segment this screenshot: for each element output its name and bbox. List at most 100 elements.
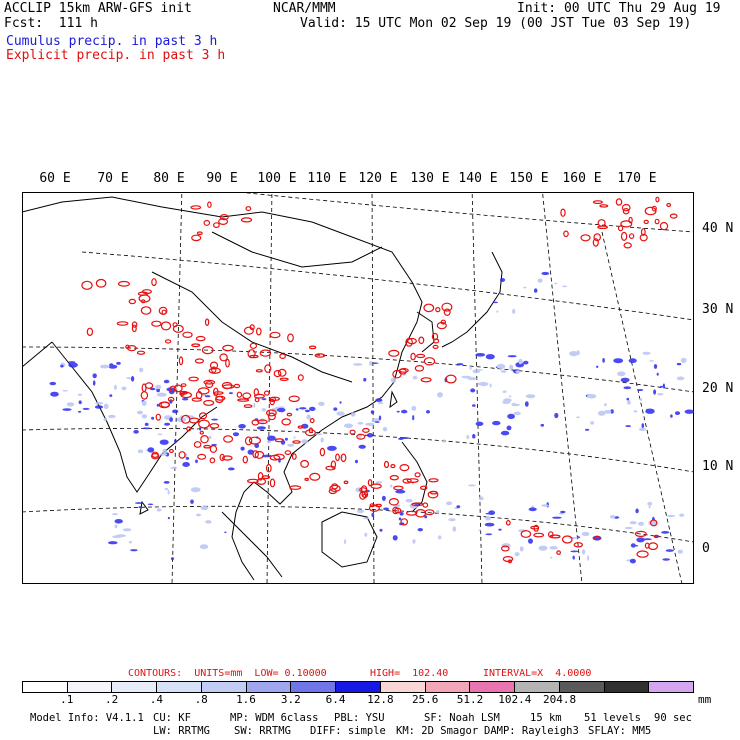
explicit-precip-cell: [335, 453, 340, 462]
explicit-precip-cell: [173, 384, 183, 393]
cumulus-precip-cell: [676, 362, 682, 366]
lon-label: 90 E: [206, 171, 238, 186]
cumulus-precip-cell: [629, 558, 636, 564]
explicit-precip-cell: [580, 234, 591, 242]
cumulus-precip-cell: [568, 537, 578, 539]
scale-unit: mm: [698, 693, 712, 706]
cumulus-precip-cell: [365, 422, 375, 426]
explicit-precip-cell: [592, 238, 599, 247]
explicit-precip-cell: [622, 208, 630, 215]
cumulus-precip-cell: [657, 393, 664, 396]
cumulus-precip-cell: [229, 392, 233, 395]
explicit-precip-cell: [406, 510, 418, 516]
lon-label: 150 E: [509, 171, 549, 186]
cumulus-precip-cell: [253, 402, 256, 408]
cumulus-precip-cell: [552, 516, 562, 519]
explicit-precip-cell: [233, 383, 241, 389]
cumulus-precip-cell: [156, 388, 161, 393]
scale-tick: .1: [60, 693, 74, 706]
lon-label: 130 E: [410, 171, 450, 186]
explicit-precip-cell: [435, 306, 441, 313]
cumulus-precip-cell: [375, 481, 383, 484]
explicit-precip-cell: [198, 419, 210, 429]
explicit-precip-cell: [269, 331, 281, 339]
lon-label: 80 E: [153, 171, 185, 186]
explicit-precip-cell: [287, 333, 294, 343]
cumulus-precip-cell: [627, 400, 631, 405]
explicit-precip-cell: [256, 327, 262, 336]
cumulus-precip-cell: [382, 427, 388, 432]
explicit-precip-cell: [500, 545, 510, 552]
cumulus-precip-cell: [514, 552, 520, 557]
cumulus-precip-cell: [174, 439, 177, 444]
model-info-item: KM: 2D Smagor: [396, 725, 479, 737]
explicit-precip-cell: [253, 393, 265, 399]
explicit-precip-cell: [209, 445, 218, 454]
cumulus-precip-cell: [344, 539, 347, 544]
explicit-precip-cell: [261, 475, 271, 480]
explicit-precip-cell: [263, 390, 270, 396]
cumulus-precip-cell: [390, 484, 393, 488]
explicit-precip-cell: [189, 417, 200, 424]
explicit-precip-cell: [168, 448, 174, 454]
cumulus-precip-cell: [134, 502, 143, 504]
cumulus-precip-cell: [139, 367, 144, 373]
lon-label: 160 E: [562, 171, 602, 186]
cumulus-precip-cell: [256, 426, 266, 430]
cumulus-precip-cell: [411, 405, 417, 411]
explicit-precip-cell: [140, 299, 146, 304]
organization: NCAR/MMM: [273, 1, 336, 16]
explicit-precip-cell: [304, 477, 310, 481]
explicit-precip-cell: [291, 453, 297, 460]
cumulus-precip-cell: [238, 424, 246, 429]
cumulus-precip-cell: [170, 466, 178, 469]
cumulus-precip-cell: [456, 363, 464, 366]
explicit-precip-cell: [274, 438, 284, 443]
explicit-precip-cell: [259, 349, 272, 357]
explicit-precip-cell: [188, 376, 199, 382]
explicit-precip-cell: [599, 204, 609, 208]
cumulus-precip-cell: [369, 361, 373, 366]
cumulus-precip-cell: [511, 402, 516, 405]
explicit-precip-cell: [200, 434, 209, 444]
scale-cell: [291, 682, 337, 692]
explicit-precip-cell: [265, 463, 272, 473]
explicit-precip-cell: [390, 464, 396, 469]
explicit-precip-cell: [414, 472, 421, 478]
explicit-precip-cell: [420, 377, 432, 383]
cumulus-precip-cell: [468, 484, 476, 487]
cumulus-precip-cell: [405, 498, 413, 503]
cumulus-precip-cell: [496, 310, 499, 313]
cumulus-precip-cell: [518, 358, 523, 365]
explicit-precip-cell: [416, 353, 426, 359]
explicit-precip-cell: [389, 475, 399, 481]
lon-label: 100 E: [257, 171, 297, 186]
cumulus-precip-cell: [474, 369, 484, 371]
cumulus-precip-cell: [62, 389, 68, 392]
explicit-precip-cell: [128, 298, 137, 305]
explicit-precip-cell: [212, 222, 220, 228]
explicit-precip-cell: [195, 335, 206, 342]
explicit-precip-cell: [269, 398, 275, 406]
explicit-precip-cell: [161, 309, 167, 315]
explicit-precip-cell: [267, 412, 276, 421]
cumulus-precip-cell: [374, 421, 380, 423]
contours-high: HIGH= 102.40: [370, 668, 449, 679]
cumulus-precip-cell: [628, 358, 637, 364]
explicit-precip-cell: [242, 455, 248, 464]
cumulus-precip-cell: [525, 394, 536, 399]
cumulus-precip-cell: [523, 286, 527, 289]
cumulus-precip-cell: [259, 418, 265, 424]
explicit-precip-cell: [213, 387, 219, 397]
cumulus-precip-cell: [95, 401, 104, 405]
cumulus-precip-cell: [412, 415, 415, 421]
cumulus-precip-cell: [109, 394, 113, 397]
lat-label: 10 N: [702, 459, 734, 474]
explicit-precip-cell: [393, 485, 404, 491]
cumulus-precip-cell: [78, 400, 82, 405]
explicit-precip-cell: [643, 219, 649, 225]
cumulus-precip-cell: [190, 499, 194, 504]
cumulus-precip-cell: [661, 531, 670, 534]
explicit-precip-cell: [383, 460, 390, 469]
cumulus-precip-cell: [493, 301, 498, 304]
